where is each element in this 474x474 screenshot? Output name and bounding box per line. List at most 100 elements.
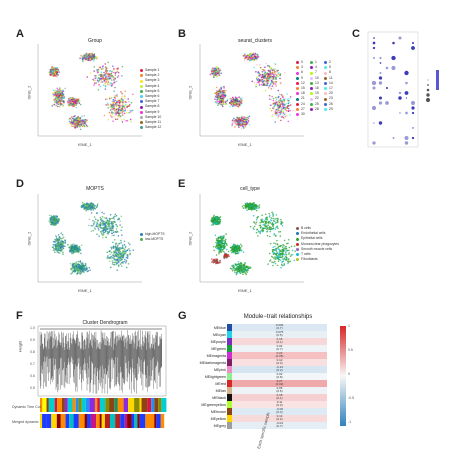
module-color bbox=[227, 359, 232, 366]
legend-label: 26 bbox=[329, 101, 333, 106]
legend-swatch bbox=[310, 81, 313, 85]
legend-label: 27 bbox=[301, 106, 305, 111]
legend-label: Sample 12 bbox=[145, 125, 162, 130]
dot bbox=[385, 101, 389, 105]
module-name: MEblue bbox=[213, 325, 226, 330]
legend-label: 16 bbox=[315, 86, 319, 91]
legend-swatch bbox=[324, 76, 327, 80]
legend-swatch bbox=[296, 66, 299, 70]
legend-item: 12 bbox=[296, 81, 310, 86]
module-color-bar bbox=[154, 414, 157, 428]
module-color-bar bbox=[139, 414, 146, 428]
module-name: MEbrown bbox=[210, 409, 226, 414]
module-color-bar bbox=[117, 398, 124, 412]
correlation-value: 0.075 bbox=[275, 330, 284, 334]
module-color-bar bbox=[61, 398, 65, 412]
dot bbox=[411, 106, 415, 110]
legend-label: Sample 6 bbox=[145, 94, 160, 99]
legend-swatch bbox=[310, 76, 313, 80]
legend-swatch bbox=[324, 97, 327, 101]
module-color-bar bbox=[99, 398, 106, 412]
module-color-bar bbox=[90, 414, 97, 428]
module-name: MEpurple bbox=[210, 339, 226, 344]
legend-swatch bbox=[140, 126, 143, 130]
legend-item: Mononuclear phagocytes bbox=[296, 242, 339, 247]
module-color-bar bbox=[139, 398, 142, 412]
correlation-cell: 0.11 (0.3) bbox=[232, 400, 327, 408]
module-color-bar bbox=[72, 398, 76, 412]
panel-d-legend: high-MOPTS low-MOPTS bbox=[140, 232, 165, 242]
heatmap-row: MElightgreen 0.02 (0.8) bbox=[196, 372, 327, 380]
panel-d-xlabel: tSNE_1 bbox=[78, 288, 92, 293]
module-color-bar bbox=[158, 398, 162, 412]
color-legend-bar bbox=[436, 70, 439, 90]
module-name: MEyellow bbox=[210, 416, 226, 421]
legend-swatch bbox=[140, 74, 143, 78]
legend-label: T cells bbox=[301, 252, 311, 257]
module-color-bar bbox=[156, 414, 161, 428]
module-color-bar bbox=[114, 398, 118, 412]
legend-label: Smooth muscle cells bbox=[301, 246, 333, 251]
p-value: (0.7) bbox=[276, 424, 283, 429]
legend-swatch bbox=[324, 61, 327, 65]
legend-item: 17 bbox=[324, 86, 338, 91]
heatmap-row: MEpurple 0.16 (0.1) bbox=[196, 337, 327, 345]
panel-e-xlabel: tSNE_1 bbox=[238, 288, 252, 293]
legend-swatch bbox=[324, 71, 327, 75]
legend-swatch bbox=[140, 233, 143, 237]
module-name: MElightgreen bbox=[204, 374, 226, 379]
module-color-bar bbox=[97, 398, 100, 412]
p-value: (0.2) bbox=[276, 368, 283, 373]
legend-label: Epithelial cells bbox=[301, 236, 323, 241]
legend-label: Sample 5 bbox=[145, 88, 160, 93]
legend-label: Sample 2 bbox=[145, 73, 160, 78]
correlation-cell: 0.075 (0.5) bbox=[232, 330, 327, 338]
dot bbox=[411, 136, 415, 140]
module-color bbox=[227, 408, 232, 415]
legend-swatch bbox=[296, 227, 299, 231]
panel-g-colorscale bbox=[340, 326, 346, 426]
dot bbox=[405, 111, 408, 115]
legend-item: 2 bbox=[324, 60, 338, 65]
correlation-value: 0.16 bbox=[276, 337, 283, 341]
legend-swatch bbox=[296, 87, 299, 91]
legend-item: Sample 8 bbox=[140, 104, 161, 109]
module-color bbox=[227, 352, 232, 359]
legend-label: Sample 1 bbox=[145, 68, 160, 72]
legend-item: Sample 2 bbox=[140, 73, 161, 78]
legend-swatch bbox=[140, 100, 143, 104]
module-color bbox=[227, 387, 232, 394]
legend-swatch bbox=[296, 97, 299, 101]
correlation-value: 0.22 bbox=[276, 351, 283, 355]
legend-swatch bbox=[140, 110, 143, 114]
heatmap-row: MEgrey -0.04 (0.7) bbox=[196, 421, 327, 429]
module-name: MEmagenta bbox=[206, 353, 226, 358]
legend-swatch bbox=[310, 61, 313, 65]
legend-label: high-MOPTS bbox=[145, 232, 165, 236]
legend-item: 26 bbox=[324, 102, 338, 107]
legend-item: 23 bbox=[324, 96, 338, 101]
dot bbox=[411, 46, 415, 50]
legend-item: 24 bbox=[296, 102, 310, 107]
module-color-bar bbox=[128, 398, 135, 412]
legend-swatch bbox=[324, 92, 327, 96]
correlation-cell: 0.18 (0.1) bbox=[232, 393, 327, 401]
correlation-value: -0.04 bbox=[276, 421, 283, 425]
module-color bbox=[227, 373, 232, 380]
legend-swatch bbox=[324, 107, 327, 111]
legend-label: 14 bbox=[329, 80, 333, 85]
correlation-cell: 0.14 (0.2) bbox=[232, 414, 327, 422]
module-color-bar bbox=[48, 398, 55, 412]
dot bbox=[411, 111, 415, 115]
legend-item: Sample 9 bbox=[140, 110, 161, 115]
legend-swatch bbox=[296, 71, 299, 75]
legend-item: B cells bbox=[296, 226, 339, 231]
legend-swatch bbox=[296, 113, 299, 117]
legend-item: 1 bbox=[310, 60, 324, 65]
heatmap-row: MEred 0.27 (0.02) bbox=[196, 379, 327, 387]
module-color-bar bbox=[137, 414, 140, 428]
legend-swatch bbox=[296, 92, 299, 96]
legend-label: 3 bbox=[301, 65, 303, 70]
p-value: (0.4) bbox=[276, 410, 283, 415]
legend-swatch bbox=[296, 258, 299, 262]
